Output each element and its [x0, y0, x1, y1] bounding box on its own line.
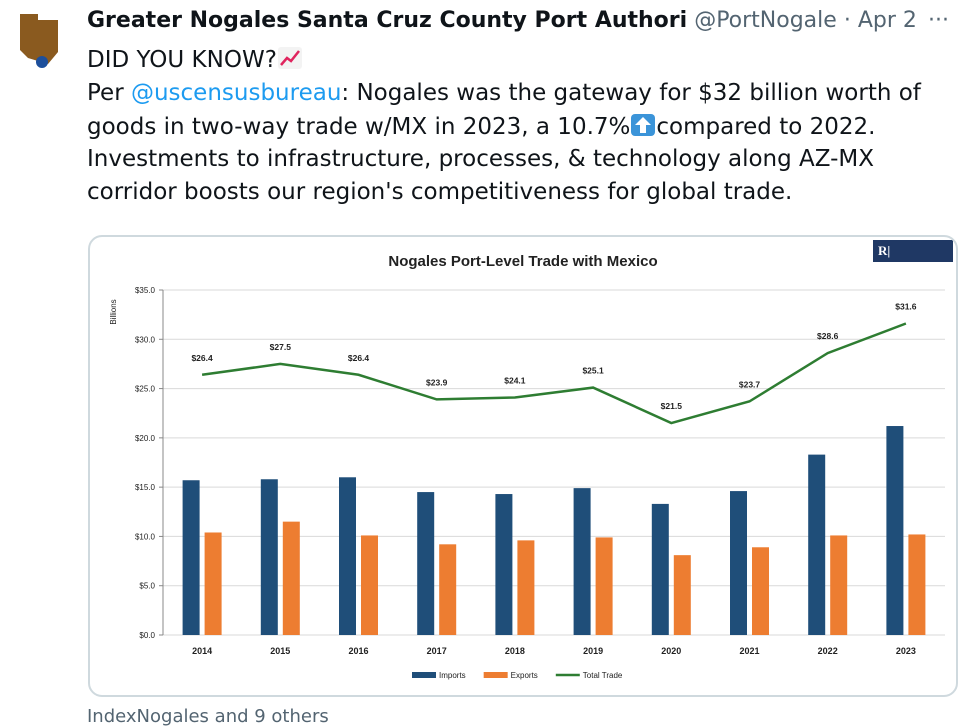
x-tick-label: 2015	[270, 646, 290, 656]
bar	[182, 480, 200, 635]
legend-label: Exports	[511, 671, 538, 680]
bar	[752, 547, 769, 635]
legend-label: Total Trade	[583, 671, 623, 680]
bar	[417, 492, 435, 635]
bar	[495, 494, 513, 635]
data-label: $23.9	[426, 377, 448, 387]
y-tick-label: $20.0	[135, 434, 156, 443]
bar	[439, 544, 457, 635]
y-tick-label: $15.0	[135, 483, 156, 492]
bar	[595, 537, 613, 635]
data-label: $31.6	[895, 302, 917, 312]
tweet-header: Greater Nogales Santa Cruz County Port A…	[87, 8, 917, 33]
date[interactable]: Apr 2	[857, 8, 917, 33]
data-label: $23.7	[739, 379, 761, 389]
logo-box	[873, 240, 953, 262]
y-tick-label: $25.0	[135, 385, 156, 394]
x-tick-label: 2017	[427, 646, 447, 656]
chart-title: Nogales Port-Level Trade with Mexico	[388, 253, 657, 270]
y-tick-label: $0.0	[139, 631, 155, 640]
line	[201, 322, 907, 425]
bar	[830, 535, 848, 635]
y-tick-label: $30.0	[135, 335, 156, 344]
bar	[282, 521, 300, 635]
bar	[908, 534, 926, 635]
text: corridor boosts our region's competitive…	[87, 179, 793, 205]
bar	[651, 503, 669, 635]
bar	[808, 454, 826, 635]
data-label: $25.1	[582, 366, 604, 376]
x-tick-label: 2020	[661, 646, 681, 656]
text: DID YOU KNOW?	[87, 47, 277, 73]
text: Investments to infrastructure, processes…	[87, 146, 875, 172]
bar	[204, 532, 222, 635]
data-label: $24.1	[504, 375, 526, 385]
data-label: $26.4	[191, 353, 213, 363]
data-label: $26.4	[348, 353, 370, 363]
author[interactable]: Greater Nogales Santa Cruz County Port A…	[87, 8, 688, 33]
chart: R| Nogales Port-Level Trade with Mexico …	[109, 240, 953, 680]
handle[interactable]: @PortNogale	[694, 8, 837, 33]
legend-swatch	[412, 672, 436, 678]
logo: R|	[878, 243, 890, 258]
media-card[interactable]: R| Nogales Port-Level Trade with Mexico …	[88, 235, 958, 697]
y-tick-label: $5.0	[139, 582, 155, 591]
mention[interactable]: @uscensusbureau	[130, 80, 342, 106]
y-axis-label: Billions	[109, 299, 118, 324]
bar	[886, 426, 904, 635]
bar	[517, 540, 535, 635]
bar	[339, 477, 356, 635]
bar	[673, 555, 691, 635]
bar	[573, 488, 591, 635]
tweet-line: Per @uscensusbureau: Nogales was the gat…	[87, 80, 921, 106]
likes-summary[interactable]: IndexNogales and 9 others	[87, 706, 329, 727]
x-tick-label: 2022	[818, 646, 838, 656]
x-tick-label: 2023	[896, 646, 916, 656]
tweet-line: DID YOU KNOW?	[87, 46, 303, 73]
x-tick-label: 2018	[505, 646, 525, 656]
tweet-line: goods in two-way trade w/MX in 2023, a 1…	[87, 113, 875, 140]
x-tick-label: 2014	[192, 646, 212, 656]
tweet-line: corridor boosts our region's competitive…	[87, 179, 792, 205]
legend-label: Imports	[439, 671, 466, 680]
data-label: $21.5	[661, 401, 683, 411]
data-label: $28.6	[817, 331, 839, 341]
chart-emoji	[277, 47, 302, 69]
separator: ·	[843, 8, 851, 33]
legend-swatch	[483, 672, 508, 678]
x-tick-label: 2016	[348, 646, 368, 656]
x-tick-label: 2019	[583, 646, 603, 656]
text: goods in two-way trade w/MX in 2023, a 1…	[87, 114, 631, 140]
up-emoji	[631, 114, 656, 136]
bar	[730, 491, 747, 635]
text: : Nogales was the gateway for $32 billio…	[341, 80, 921, 106]
y-tick-label: $35.0	[135, 286, 156, 295]
x-tick-label: 2021	[739, 646, 759, 656]
text: Per	[87, 80, 131, 106]
data-label: $27.5	[270, 342, 292, 352]
y-tick-label: $10.0	[135, 532, 156, 541]
avatar[interactable]	[18, 12, 62, 68]
more-button[interactable]: ···	[928, 8, 949, 33]
bar	[260, 479, 278, 635]
text: compared to 2022.	[656, 114, 876, 140]
bar	[361, 535, 378, 635]
tweet-line: Investments to infrastructure, processes…	[87, 146, 874, 172]
